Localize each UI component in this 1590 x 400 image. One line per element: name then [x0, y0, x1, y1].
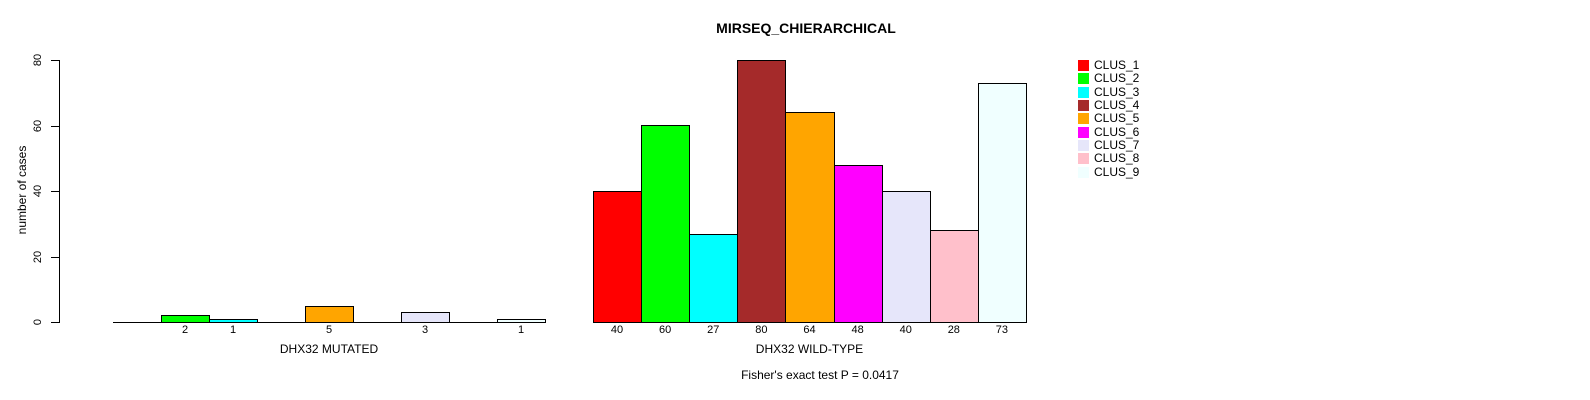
- legend-swatch-icon: [1078, 166, 1089, 178]
- legend: CLUS_1 CLUS_2 CLUS_3 CLUS_4 CLUS_5 CLUS_6 CLUS…: [1078, 59, 1139, 179]
- bar-value-label: 80: [755, 324, 768, 336]
- bar: [785, 112, 835, 323]
- legend-label: CLUS_4: [1094, 98, 1140, 113]
- y-tick-label: 0: [32, 318, 44, 326]
- bar: [834, 165, 883, 323]
- y-tick-label: 60: [32, 119, 44, 132]
- legend-item: CLUS_2: [1078, 72, 1139, 85]
- bar: [497, 319, 546, 323]
- legend-swatch-icon: [1078, 86, 1089, 98]
- bar-value-label: 5: [325, 324, 333, 336]
- legend-swatch-icon: [1078, 60, 1089, 72]
- legend-label: CLUS_3: [1094, 84, 1140, 99]
- bar: [978, 83, 1027, 323]
- bar: [209, 319, 258, 323]
- bar-value-label: 1: [229, 324, 237, 336]
- legend-item: CLUS_8: [1078, 152, 1139, 165]
- legend-label: CLUS_2: [1094, 71, 1140, 86]
- y-tick-label: 80: [32, 53, 44, 67]
- legend-item: CLUS_6: [1078, 125, 1139, 138]
- bar-value-label: 60: [659, 324, 672, 336]
- y-axis-line: [59, 60, 60, 323]
- bar: [882, 191, 931, 323]
- bar-value-label: 28: [947, 324, 960, 336]
- bar: [401, 312, 450, 323]
- y-tick: [51, 125, 59, 127]
- y-axis-label: number of cases: [15, 145, 29, 235]
- group-label: DHX32 WILD-TYPE: [755, 342, 864, 356]
- legend-item: CLUS_4: [1078, 99, 1139, 112]
- legend-swatch-icon: [1078, 113, 1089, 125]
- bar: [930, 230, 979, 323]
- bar-value-label: 40: [899, 324, 912, 336]
- legend-swatch-icon: [1078, 139, 1089, 151]
- legend-label: CLUS_7: [1094, 137, 1140, 152]
- y-tick-label: 40: [32, 184, 44, 198]
- chart-title: MIRSEQ_CHIERARCHICAL: [716, 20, 896, 36]
- bar-value-label: 3: [421, 324, 429, 336]
- bar-value-label: 1: [517, 324, 525, 336]
- legend-item: CLUS_9: [1078, 165, 1139, 178]
- bar: [593, 191, 642, 323]
- annotation-text: Fisher's exact test P = 0.0417: [741, 368, 899, 382]
- bar: [737, 60, 786, 323]
- bar: [161, 315, 210, 323]
- bar-value-label: 73: [995, 324, 1009, 336]
- group-label: DHX32 MUTATED: [279, 342, 379, 356]
- bar-value-label: 40: [610, 324, 624, 336]
- bar-value-label: 27: [707, 324, 720, 336]
- bar-value-label: 2: [181, 324, 189, 336]
- legend-label: CLUS_1: [1094, 58, 1140, 73]
- legend-item: CLUS_7: [1078, 137, 1140, 152]
- legend-label: CLUS_9: [1094, 164, 1140, 179]
- legend-swatch-icon: [1078, 126, 1089, 138]
- legend-item: CLUS_1: [1078, 59, 1139, 72]
- bar-value-label: 64: [803, 324, 816, 336]
- bar-value-label: 48: [851, 324, 864, 336]
- legend-swatch-icon: [1078, 153, 1089, 165]
- legend-label: CLUS_6: [1094, 124, 1140, 139]
- y-tick: [51, 256, 59, 258]
- legend-item: CLUS_5: [1078, 112, 1139, 125]
- legend-swatch-icon: [1078, 100, 1089, 112]
- bar: [305, 306, 354, 323]
- legend-label: CLUS_5: [1094, 111, 1140, 126]
- legend-swatch-icon: [1078, 73, 1089, 85]
- legend-label: CLUS_8: [1094, 151, 1140, 166]
- y-tick: [51, 191, 59, 192]
- y-tick: [51, 60, 59, 61]
- y-tick: [51, 322, 59, 323]
- bar: [689, 234, 738, 323]
- bar: [641, 125, 690, 323]
- legend-item: CLUS_3: [1078, 84, 1140, 99]
- y-tick-label: 20: [32, 250, 44, 263]
